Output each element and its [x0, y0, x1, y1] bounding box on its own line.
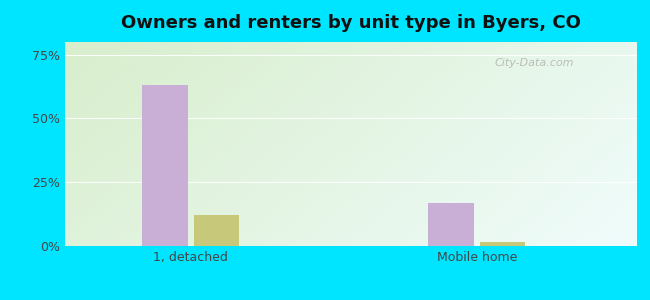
Bar	[194, 215, 239, 246]
Legend: Owner occupied units, Renter occupied units: Owner occupied units, Renter occupied un…	[179, 297, 523, 300]
Title: Owners and renters by unit type in Byers, CO: Owners and renters by unit type in Byers…	[121, 14, 581, 32]
Bar	[428, 203, 474, 246]
Text: City-Data.com: City-Data.com	[494, 58, 574, 68]
Bar	[142, 85, 188, 246]
Bar	[480, 242, 525, 246]
